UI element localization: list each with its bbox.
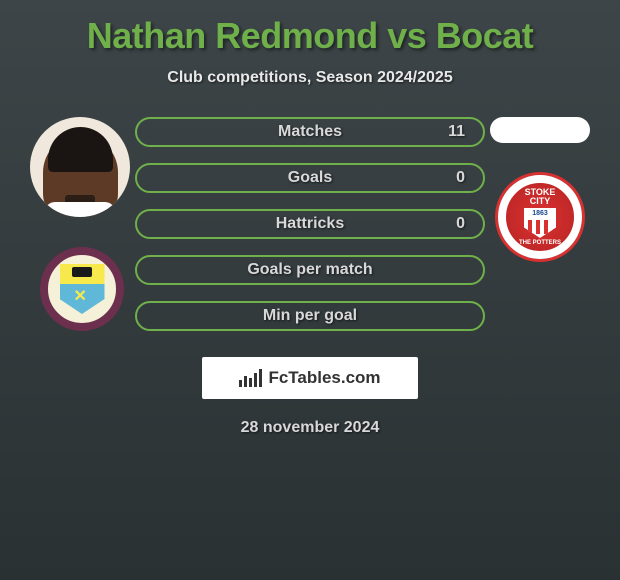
stat-row-mpg: Min per goal [135,301,485,331]
chart-icon [239,369,262,387]
stats-column: Matches 11 Goals 0 Hattricks 0 Goals per… [130,117,490,331]
club-badge-right: STOKE CITY THE POTTERS [498,175,582,259]
stat-label: Goals per match [247,261,372,279]
stat-value: 0 [456,169,465,187]
page-title: Nathan Redmond vs Bocat [0,15,620,57]
watermark-text: FcTables.com [268,368,380,388]
stat-label: Matches [278,123,342,141]
main-row: Matches 11 Goals 0 Hattricks 0 Goals per… [0,117,620,331]
stat-value: 11 [448,123,465,141]
stat-label: Min per goal [263,307,357,325]
stat-row-gpm: Goals per match [135,255,485,285]
watermark: FcTables.com [202,357,418,399]
club-badge-left [40,247,124,331]
stat-row-goals: Goals 0 [135,163,485,193]
stat-row-hattricks: Hattricks 0 [135,209,485,239]
stat-label: Goals [288,169,332,187]
player-photo-left [30,117,130,217]
date: 28 november 2024 [0,419,620,437]
stat-row-matches: Matches 11 [135,117,485,147]
badge-text-mid: CITY [530,197,551,206]
badge-text-bottom: THE POTTERS [519,240,561,246]
stat-value: 0 [456,215,465,233]
player-photo-right [490,117,590,143]
subtitle: Club competitions, Season 2024/2025 [0,69,620,87]
stat-label: Hattricks [276,215,344,233]
